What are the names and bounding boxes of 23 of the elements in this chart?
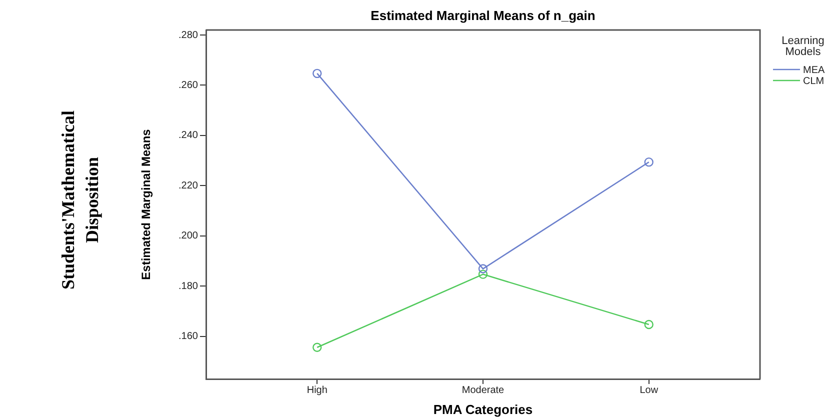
point	[644, 320, 654, 330]
point	[478, 264, 488, 274]
text: Students'Mathematical Disposition	[58, 110, 102, 290]
y-tick-label: .220	[178, 180, 198, 192]
x-tick-label: Moderate	[462, 384, 505, 396]
x-tick-label: High	[306, 384, 328, 396]
point	[644, 157, 654, 167]
legend-label: CLM	[803, 76, 824, 87]
y-tick-label: .260	[178, 80, 198, 91]
legend-label: MEA	[803, 65, 825, 76]
point	[312, 68, 322, 78]
y-axis-title: Estimated Marginal Means	[139, 128, 153, 280]
y-tick-label: .160	[178, 331, 198, 342]
chart-title: Estimated Marginal Means of n_gain	[370, 8, 596, 23]
point	[312, 342, 322, 352]
y-tick-label: .200	[178, 230, 198, 242]
y-tick-label: .280	[178, 30, 198, 41]
point	[478, 270, 488, 279]
legend-title: Learning Models	[782, 35, 824, 58]
y-tick-label: .180	[178, 280, 198, 292]
x-axis-title: PMA Categories	[433, 402, 533, 417]
y-tick-label: .240	[178, 130, 198, 142]
x-tick-label: Low	[640, 384, 659, 396]
